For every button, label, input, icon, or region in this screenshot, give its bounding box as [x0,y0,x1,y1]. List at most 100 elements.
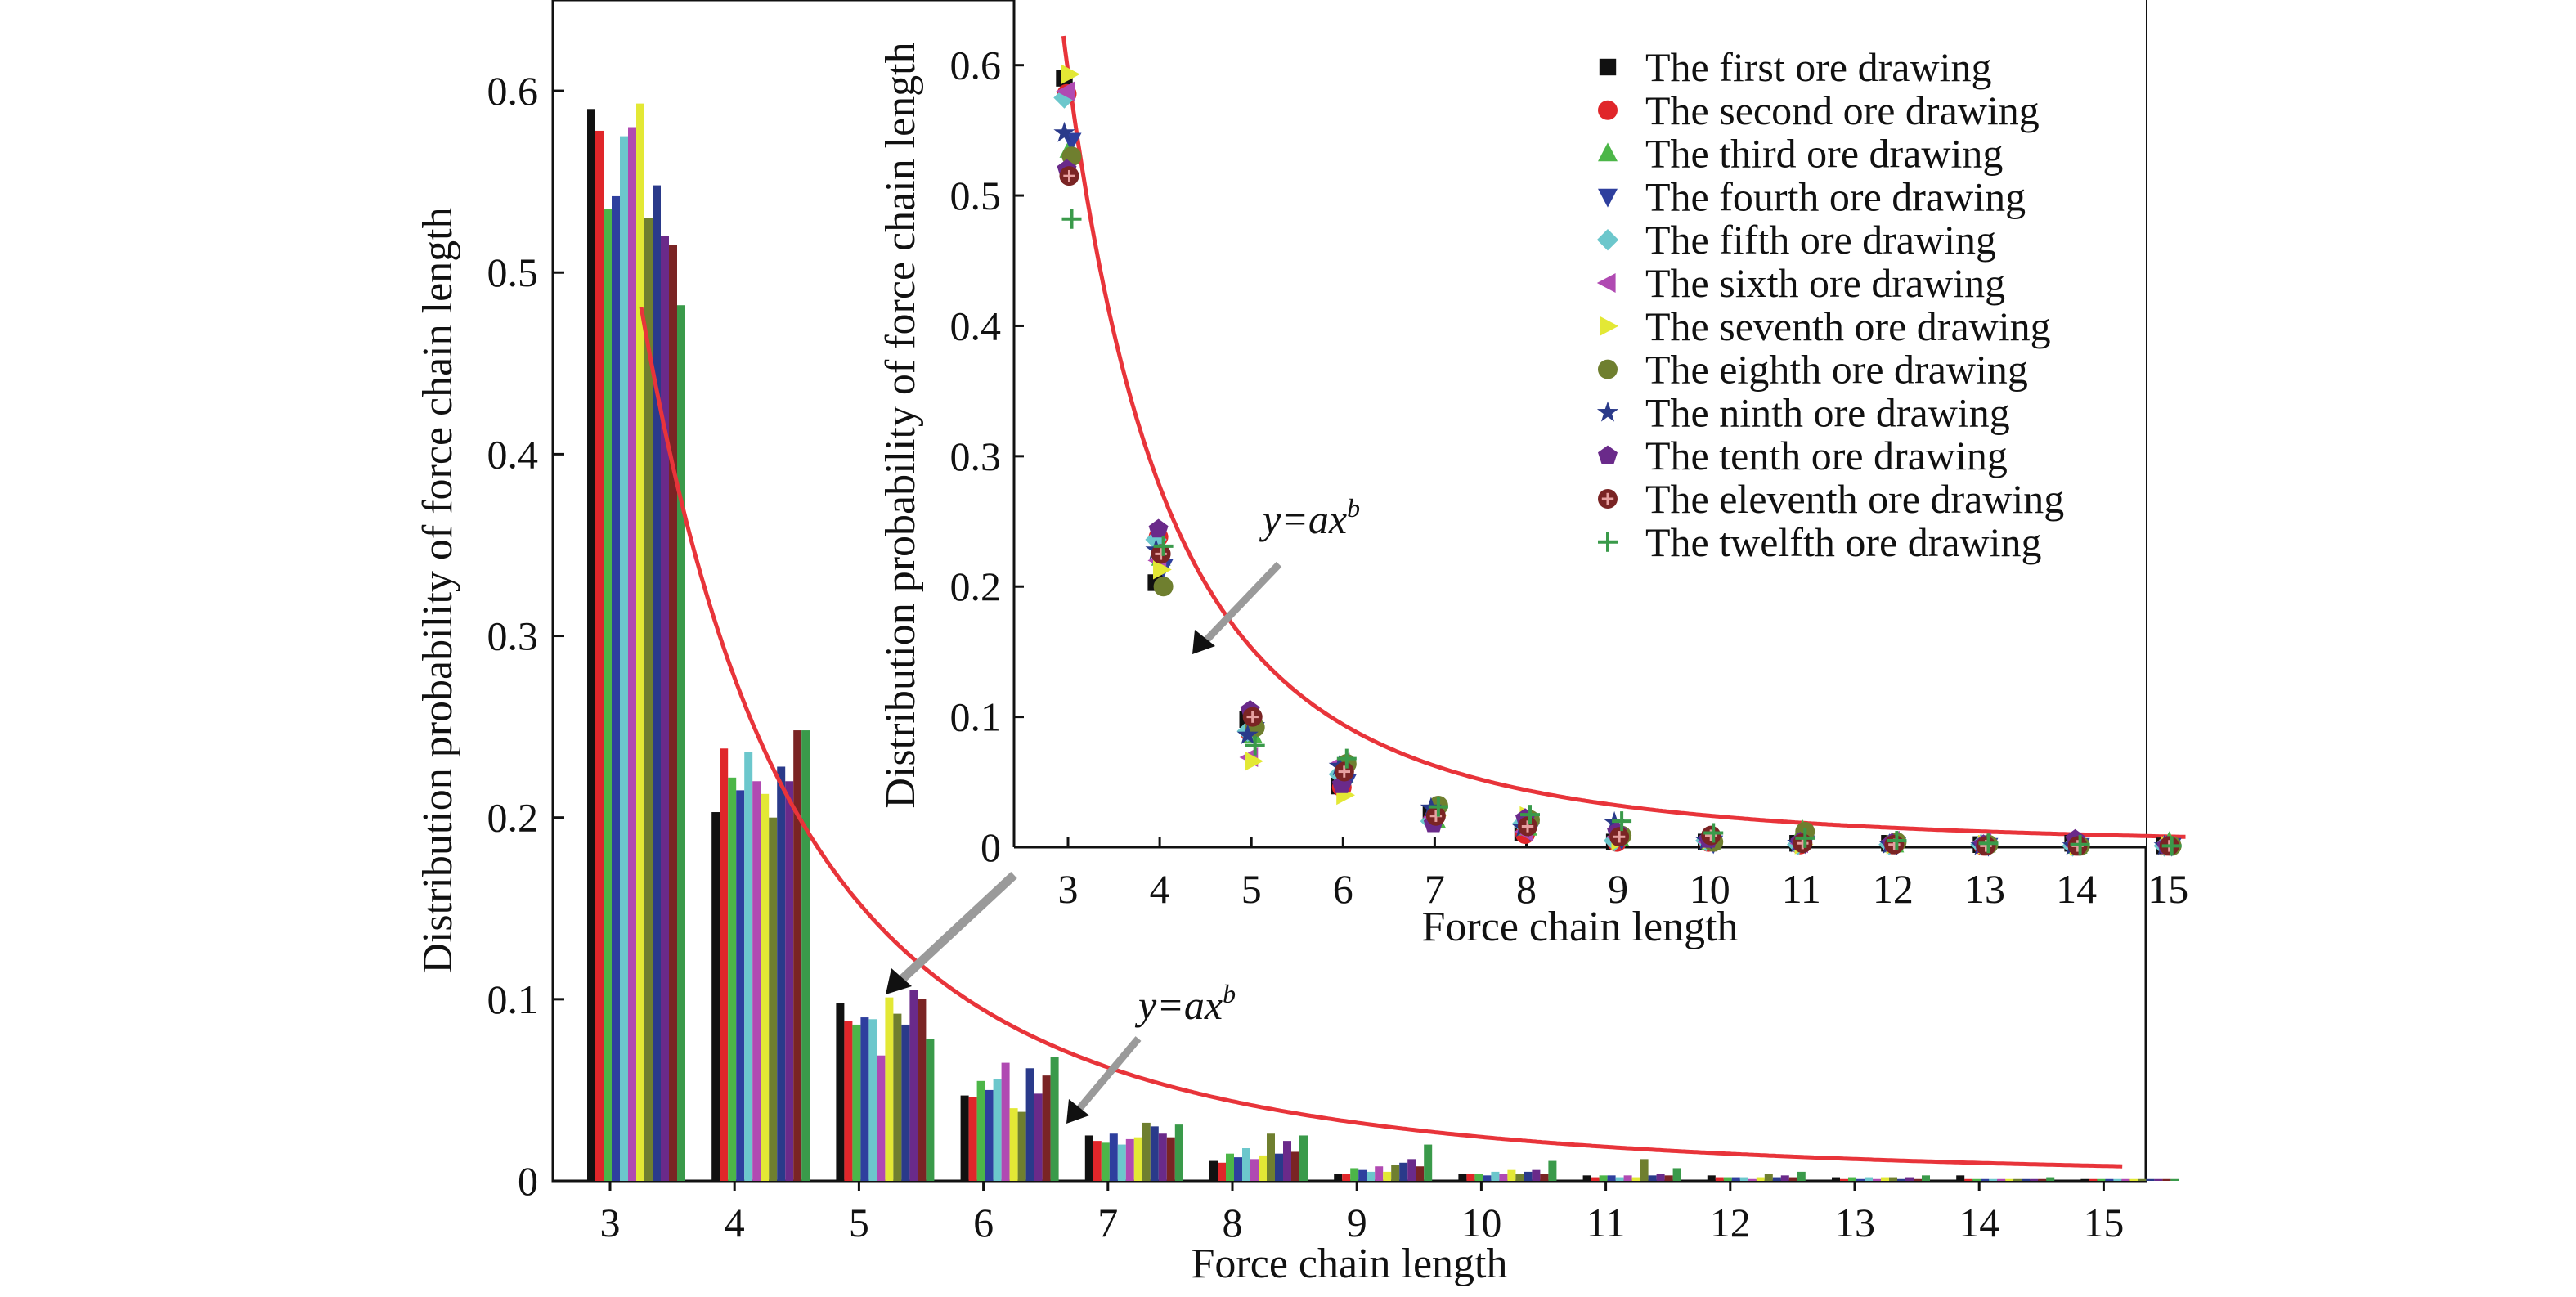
bar-14-series-4 [1981,1178,1990,1181]
bar-12-series-4 [1731,1177,1740,1181]
bar-9-series-2 [1342,1174,1351,1181]
bar-3-series-10 [661,236,669,1181]
main-x-tick-label: 10 [1461,1200,1501,1245]
legend-marker-4 [1598,188,1618,208]
bar-12-series-9 [1772,1177,1781,1181]
bar-13-series-10 [1905,1177,1914,1181]
main-x-tick-label: 9 [1347,1200,1367,1245]
scatter-point-3-series-9 [1053,121,1075,142]
inset-scatter-points [1053,64,2182,857]
legend-marker-11 [1598,489,1618,509]
bar-9-series-12 [1424,1144,1433,1181]
bar-10-series-11 [1540,1174,1549,1181]
bar-8-series-2 [1218,1162,1226,1181]
bar-4-series-9 [777,766,786,1181]
bar-8-series-9 [1275,1153,1283,1181]
scatter-point-3-series-11 [1059,166,1079,186]
inset-fit-equation-label: y=axb [1259,493,1360,542]
bar-5-series-4 [860,1017,869,1181]
scatter-point-8-series-11 [1518,816,1537,837]
main-x-ticks: 3 4 5 6 7 8 9 10 11 12 13 14 15 [600,1181,2124,1245]
bar-8-series-8 [1267,1133,1275,1181]
bar-11-series-9 [1648,1175,1657,1181]
legend-label-4: The fourth ore drawing [1645,173,2026,219]
bar-6-series-11 [1042,1075,1051,1181]
inset-scatter-chart: 00.10.20.30.40.50.6 3 4 5 6 7 8 9 10 11 12 13 14 15 … [877,0,2188,950]
bar-11-series-8 [1640,1159,1649,1181]
bar-12-series-1 [1707,1175,1716,1181]
scatter-point-9-series-12 [1612,811,1632,832]
scatter-point-8-series-12 [1520,805,1540,825]
bar-12-series-6 [1748,1178,1757,1181]
bar-3-series-4 [612,195,620,1181]
inset-x-tick-label: 6 [1333,866,1353,912]
bar-6-series-7 [1009,1108,1018,1181]
legend-label-6: The sixth ore drawing [1645,260,2005,306]
bar-8-series-4 [1234,1157,1242,1181]
bar-14-series-1 [1956,1175,1965,1181]
bar-10-series-6 [1499,1174,1508,1181]
bar-4-series-4 [736,790,745,1181]
legend-label-7: The seventh ore drawing [1645,303,2051,349]
bar-6-series-8 [1017,1111,1026,1181]
bar-5-series-11 [918,999,927,1181]
legend-label-3: The third ore drawing [1645,131,2003,177]
legend-item-10: The tenth ore drawing [1598,433,2008,478]
main-y-tick-label: 0.3 [487,613,539,659]
main-y-tick-label: 0.1 [487,976,539,1022]
bar-10-series-3 [1474,1174,1483,1181]
bar-11-series-12 [1672,1168,1681,1181]
bar-9-series-5 [1367,1171,1376,1181]
bar-7-series-6 [1125,1138,1134,1181]
scatter-point-4-series-8 [1153,577,1174,597]
bar-13-series-9 [1897,1178,1905,1181]
legend-marker-9 [1596,401,1619,422]
bar-14-series-11 [2038,1178,2047,1181]
bar-9-series-9 [1399,1162,1408,1181]
bar-8-series-1 [1209,1160,1218,1181]
bar-10-series-8 [1515,1174,1524,1181]
bar-6-series-5 [993,1079,1002,1181]
legend-item-3: The third ore drawing [1598,131,2003,177]
bar-5-series-2 [844,1021,853,1181]
bar-13-series-7 [1881,1177,1889,1181]
inset-y-ticks: 0 0.1 0.2 0.3 0.4 0.5 0.6 [950,43,1024,870]
inset-y-tick-label: 0.6 [950,43,1002,88]
bar-3-series-11 [669,245,677,1181]
bar-10-series-10 [1532,1169,1541,1181]
legend-label-9: The ninth ore drawing [1645,389,2010,435]
bar-14-series-2 [1964,1178,1973,1181]
bar-5-series-6 [877,1055,886,1181]
bar-15-series-6 [2121,1178,2130,1181]
scatter-point-4-series-10 [1148,518,1169,538]
legend-marker-1 [1599,58,1617,76]
legend-marker-5 [1596,229,1619,251]
bar-9-series-7 [1383,1171,1392,1181]
scatter-point-11-series-11 [1793,833,1813,854]
bar-11-series-3 [1599,1175,1608,1181]
bar-7-series-2 [1093,1141,1102,1181]
bar-9-series-3 [1350,1168,1359,1181]
scatter-point-6-series-11 [1334,761,1354,782]
bar-15-series-3 [2097,1178,2106,1181]
inset-x-ticks: 3 4 5 6 7 8 9 10 11 12 13 14 15 [1058,837,2188,912]
bar-14-series-6 [1997,1178,2006,1181]
bar-9-series-8 [1391,1165,1400,1181]
legend-item-9: The ninth ore drawing [1596,389,2010,435]
inset-y-tick-label: 0.3 [950,433,1002,479]
scatter-point-6-series-12 [1336,748,1357,769]
legend-label-2: The second ore drawing [1645,88,2040,133]
bar-10-series-4 [1483,1175,1492,1181]
main-x-tick-label: 4 [725,1200,745,1245]
inset-y-tick-label: 0.4 [950,303,1002,348]
bar-15-series-8 [2138,1178,2147,1181]
legend-label-1: The first ore drawing [1645,44,1991,90]
main-x-tick-label: 8 [1223,1200,1243,1245]
bar-14-series-9 [2022,1178,2031,1181]
main-y-tick-label: 0.2 [487,795,539,841]
scatter-point-15-series-12 [2161,836,2182,856]
inset-x-tick-label: 12 [1873,866,1914,912]
bar-3-series-2 [595,130,604,1181]
bar-13-series-3 [1848,1177,1856,1181]
